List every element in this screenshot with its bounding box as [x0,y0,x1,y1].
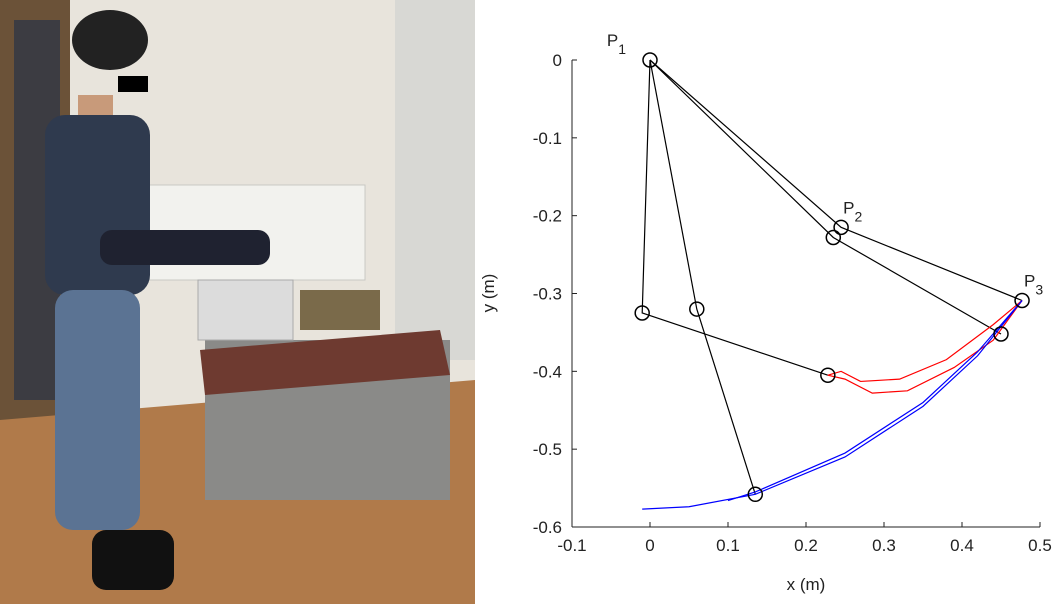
y-tick-label: -0.2 [533,207,562,226]
data-line [649,59,756,495]
x-tick-label: -0.1 [557,536,586,555]
point-label: P1 [607,31,626,57]
photo [0,0,475,604]
point-label-main: P [1024,272,1035,291]
data-line [649,59,1002,335]
point-marker [820,367,836,383]
point-marker [634,305,650,321]
point-label-sub: 2 [854,208,862,224]
y-tick-label: -0.4 [533,362,562,381]
y-tick-label: -0.5 [533,440,562,459]
point-label-main: P [607,31,618,50]
y-axis-label: y (m) [479,274,498,313]
data-line [642,300,1023,510]
x-tick-label: 0.1 [716,536,740,555]
point-marker [833,219,849,236]
data-line [827,300,1023,383]
data-line [727,300,1023,502]
photo-device [300,290,380,330]
chart: x (m) y (m) -0.1 0 0.1 0.2 0.3 0.4 0.50-0.1-0.… [479,31,1052,594]
photo-head [72,10,148,70]
point-label-sub: 3 [1035,282,1043,298]
point-label: P3 [1024,272,1043,298]
point-marker [1014,292,1030,309]
point-label: P2 [843,198,862,224]
x-tick-label: 0.4 [950,536,974,555]
point-label-sub: 1 [618,41,626,57]
y-tick-label: -0.1 [533,129,562,148]
photo-box [197,279,294,341]
photo-mask [118,76,148,92]
photo-window [395,0,475,360]
photo-torso [45,115,150,295]
x-tick-label: 0 [645,536,654,555]
data-line [641,59,829,376]
x-tick-label: 0.5 [1028,536,1052,555]
photo-legs [55,290,140,530]
y-tick-label: -0.6 [533,518,562,537]
point-marker [825,229,842,246]
photo-desk-top [200,330,450,395]
point-marker [642,52,658,68]
point-marker [993,326,1009,342]
x-tick-label: 0.2 [794,536,818,555]
data-line [649,59,1023,302]
point-marker [747,486,764,503]
data-line [827,300,1023,394]
photo-arm [100,230,270,265]
x-tick-label: 0.3 [872,536,896,555]
y-tick-label: -0.3 [533,285,562,304]
y-tick-label: 0 [553,51,562,70]
photo-shoes [92,530,174,590]
point-marker [689,301,705,317]
point-label-main: P [843,198,854,217]
x-axis-label: x (m) [787,575,826,594]
